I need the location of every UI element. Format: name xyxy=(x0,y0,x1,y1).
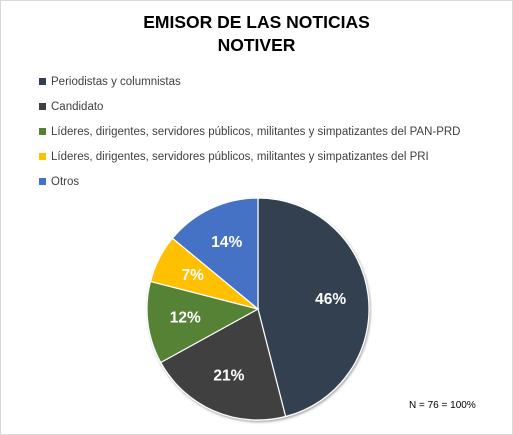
legend-item: Líderes, dirigentes, servidores públicos… xyxy=(39,144,461,169)
pie-slice-value-label: 46% xyxy=(315,291,346,308)
legend-swatch xyxy=(39,78,46,85)
chart-title-line-1: EMISOR DE LAS NOTICIAS xyxy=(143,12,370,32)
pie-slice xyxy=(146,280,260,364)
pie-slice-value-label: 14% xyxy=(211,234,242,251)
legend-label: Líderes, dirigentes, servidores públicos… xyxy=(51,150,429,163)
pie-slice-value-label: 21% xyxy=(213,367,244,384)
legend-swatch xyxy=(39,103,46,110)
pie-slice xyxy=(171,197,259,311)
legend-label: Otros xyxy=(51,175,80,188)
legend-label: Líderes, dirigentes, servidores públicos… xyxy=(51,125,461,138)
legend-label: Periodistas y columnistas xyxy=(51,75,181,88)
pie-slice-value-label: 12% xyxy=(170,309,201,326)
pie-slice xyxy=(257,197,370,418)
legend-swatch xyxy=(39,153,46,160)
legend-swatch xyxy=(39,178,46,185)
legend-item: Otros xyxy=(39,169,461,194)
pie-slice-value-label: 7% xyxy=(181,267,204,284)
chart-title: EMISOR DE LAS NOTICIAS NOTIVER xyxy=(1,11,512,57)
legend-item: Líderes, dirigentes, servidores públicos… xyxy=(39,119,461,144)
chart-legend: Periodistas y columnistas Candidato Lídere… xyxy=(39,69,461,194)
sample-size-note: N = 76 = 100% xyxy=(409,400,476,411)
pie-slice xyxy=(159,308,287,421)
legend-item: Periodistas y columnistas xyxy=(39,69,461,94)
legend-label: Candidato xyxy=(51,100,104,113)
legend-swatch xyxy=(39,128,46,135)
legend-item: Candidato xyxy=(39,94,461,119)
chart-title-line-2: NOTIVER xyxy=(217,35,296,55)
